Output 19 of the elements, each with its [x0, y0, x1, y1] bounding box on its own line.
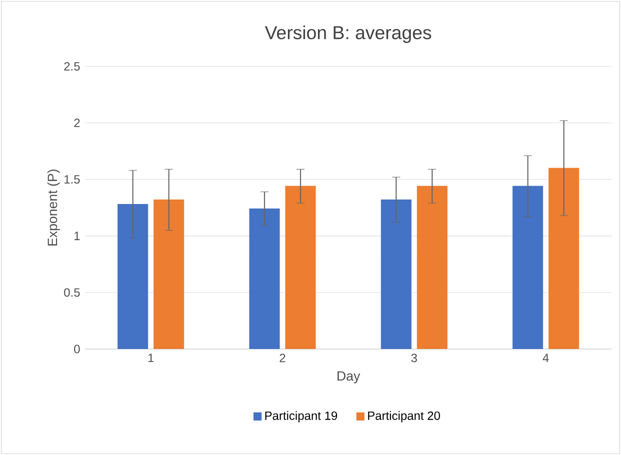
legend-label: Participant 19	[265, 411, 338, 422]
x-tick-label: 1	[148, 354, 154, 362]
x-tick-label: 3	[411, 354, 417, 362]
chart-title: Version B: averages	[264, 26, 432, 43]
y-tick-label: 2.5	[64, 62, 80, 71]
y-tick-label: 1.5	[64, 175, 80, 184]
y-tick-label: 2	[74, 118, 80, 128]
x-axis-title: Day	[338, 371, 360, 384]
bar	[285, 186, 316, 349]
legend-label: Participant 20	[368, 411, 440, 422]
x-tick-label: 4	[542, 354, 549, 362]
bar	[548, 168, 580, 349]
bar	[416, 186, 448, 349]
y-axis-title: Exponent (P)	[47, 170, 60, 246]
x-tick-label: 2	[280, 354, 286, 362]
y-tick-label: 1	[74, 232, 80, 240]
y-tick-label: 0.5	[64, 288, 80, 297]
y-tick-label: 0	[74, 344, 80, 354]
bar	[154, 199, 184, 349]
